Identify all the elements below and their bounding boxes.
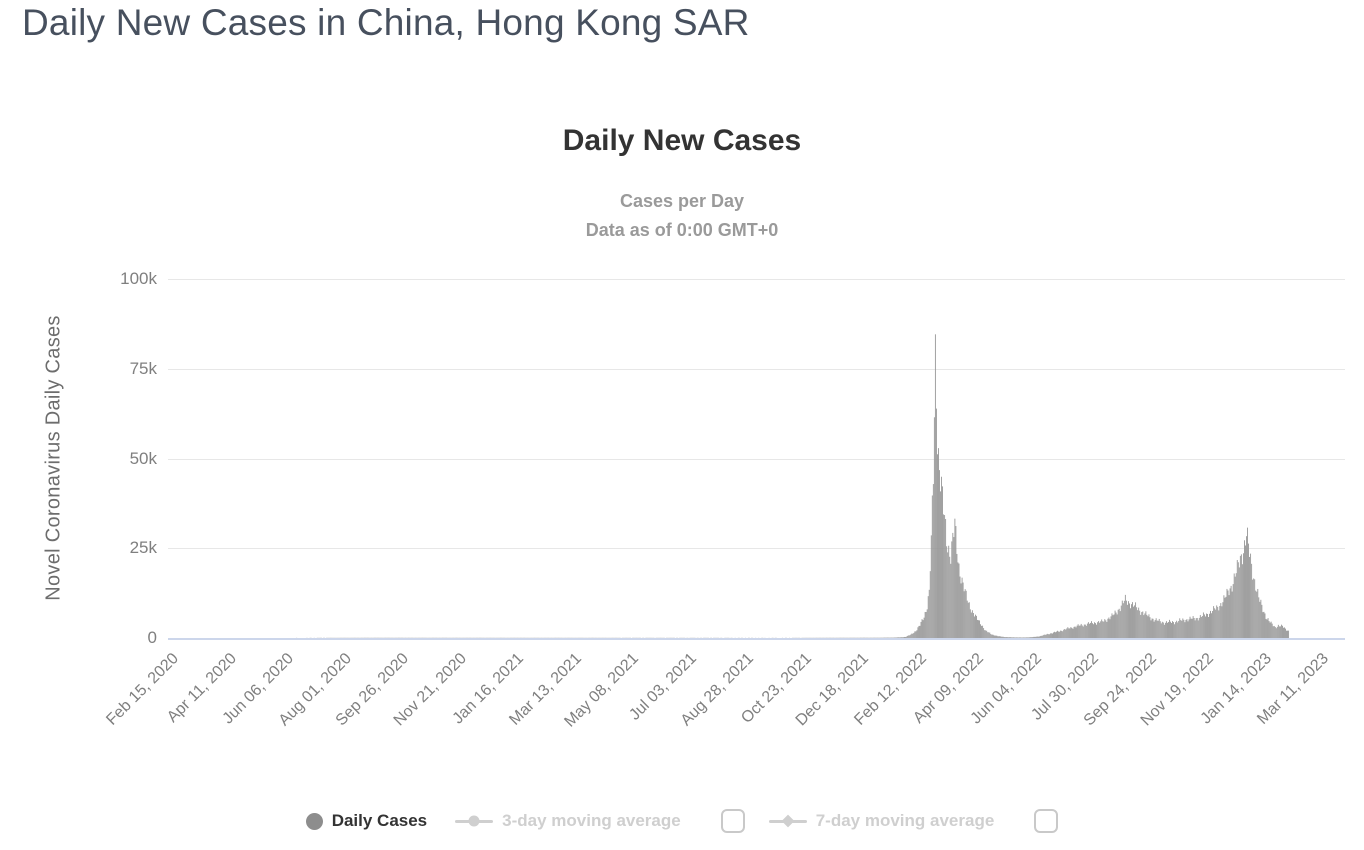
ma3-checkbox[interactable] (720, 809, 745, 833)
chart-title: Daily New Cases (562, 124, 802, 157)
chart-subtitle-line2: Data as of 0:00 GMT+0 (585, 220, 779, 240)
y-tick-label: 100k (120, 269, 157, 288)
chart-subtitle-line1: Cases per Day (619, 191, 745, 211)
x-axis-line (168, 638, 1345, 640)
legend-item-7day-average[interactable]: 7-day moving average (768, 811, 995, 831)
legend: Daily Cases 3-day moving average 7-day m… (0, 799, 1364, 843)
ma7-checkbox[interactable] (1034, 809, 1059, 833)
y-tick-label: 75k (129, 358, 157, 378)
ma3-marker-icon (455, 815, 494, 827)
daily-cases-bars[interactable] (170, 279, 1350, 639)
y-gridline (168, 279, 1345, 280)
legend-label-3day-average: 3-day moving average (502, 811, 681, 830)
y-gridline (168, 548, 1345, 550)
legend-item-3day-average[interactable]: 3-day moving average (455, 811, 681, 831)
y-tick-label: 25k (129, 538, 157, 558)
y-tick-label: 0 (147, 628, 157, 647)
daily-cases-marker-icon (305, 812, 323, 830)
y-gridline (168, 368, 1345, 370)
y-gridline (168, 458, 1345, 460)
ma7-marker-icon (768, 814, 807, 828)
legend-label-7day-average: 7-day moving average (815, 811, 995, 830)
legend-item-daily-cases[interactable]: Daily Cases (305, 811, 428, 831)
legend-label-daily-cases: Daily Cases (331, 811, 428, 830)
page-title: Daily New Cases in China, Hong Kong SAR (22, 2, 750, 43)
y-tick-label: 50k (129, 448, 157, 468)
